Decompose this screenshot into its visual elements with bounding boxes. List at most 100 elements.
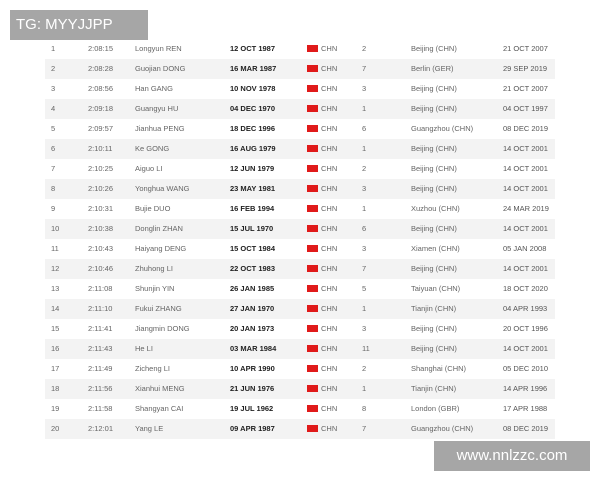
- cell-name: Jiangmin DONG: [135, 324, 190, 333]
- cell-date: 17 APR 1988: [503, 404, 548, 413]
- cell-rank: 7: [51, 164, 56, 173]
- cell-venue: Beijing (CHN): [411, 84, 457, 93]
- cell-date: 18 OCT 2020: [503, 284, 548, 293]
- watermark-bottom-right: www.nnlzzc.com: [434, 441, 590, 471]
- cell-dob: 23 MAY 1981: [230, 184, 276, 193]
- cell-nat: CHN: [321, 364, 338, 373]
- cell-rank: 6: [51, 144, 56, 153]
- cell-pos: 2: [362, 44, 367, 53]
- cell-pos: 3: [362, 184, 367, 193]
- table-row: 12 2:10:46 Zhuhong LI 22 OCT 1983 CHN 7 Beijin…: [45, 259, 555, 279]
- cell-name: Fukui ZHANG: [135, 304, 182, 313]
- cell-dob: 09 APR 1987: [230, 424, 275, 433]
- cell-rank: 20: [51, 424, 60, 433]
- cell-date: 29 SEP 2019: [503, 64, 548, 73]
- table-row: 19 2:11:58 Shangyan CAI 19 JUL 1962 CHN 8 Lond…: [45, 399, 555, 419]
- cell-rank: 16: [51, 344, 60, 353]
- cell-time: 2:11:49: [88, 364, 113, 373]
- cell-time: 2:10:38: [88, 224, 114, 233]
- table-row: 15 2:11:41 Jiangmin DONG 20 JAN 1973 CHN 3 Bei…: [45, 319, 555, 339]
- cell-pos: 6: [362, 124, 367, 133]
- cell-venue: Guangzhou (CHN): [411, 424, 474, 433]
- cell-dob: 10 NOV 1978: [230, 84, 276, 93]
- china-flag-icon: [307, 205, 318, 212]
- cell-name: Shunjin YIN: [135, 284, 175, 293]
- table-row: 11 2:10:43 Haiyang DENG 15 OCT 1984 CHN 3 Xiam…: [45, 239, 555, 259]
- cell-name: Jianhua PENG: [135, 124, 185, 133]
- china-flag-icon: [307, 405, 318, 412]
- china-flag-icon: [307, 265, 318, 272]
- cell-venue: Beijing (CHN): [411, 44, 457, 53]
- cell-nat: CHN: [321, 204, 338, 213]
- cell-time: 2:09:57: [88, 124, 114, 133]
- cell-dob: 19 JUL 1962: [230, 404, 274, 413]
- cell-venue: Beijing (CHN): [411, 324, 457, 333]
- cell-name: Longyun REN: [135, 44, 182, 53]
- cell-name: Han GANG: [135, 84, 173, 93]
- cell-pos: 3: [362, 84, 367, 93]
- cell-time: 2:11:56: [88, 384, 113, 393]
- cell-venue: Tianjin (CHN): [411, 304, 457, 313]
- cell-name: Shangyan CAI: [135, 404, 184, 413]
- cell-date: 14 OCT 2001: [503, 344, 548, 353]
- china-flag-icon: [307, 145, 318, 152]
- cell-nat: CHN: [321, 344, 338, 353]
- cell-rank: 18: [51, 384, 60, 393]
- cell-rank: 14: [51, 304, 60, 313]
- table-row: 14 2:11:10 Fukui ZHANG 27 JAN 1970 CHN 1 Tianj…: [45, 299, 555, 319]
- cell-date: 20 OCT 1996: [503, 324, 548, 333]
- cell-dob: 03 MAR 1984: [230, 344, 277, 353]
- cell-venue: Shanghai (CHN): [411, 364, 467, 373]
- cell-time: 2:11:58: [88, 404, 113, 413]
- cell-nat: CHN: [321, 124, 338, 133]
- cell-pos: 1: [362, 204, 367, 213]
- china-flag-icon: [307, 245, 318, 252]
- cell-time: 2:11:10: [88, 304, 113, 313]
- cell-dob: 16 MAR 1987: [230, 64, 277, 73]
- cell-date: 04 OCT 1997: [503, 104, 548, 113]
- watermark-top-left: TG: MYYJJPP: [10, 10, 148, 40]
- china-flag-icon: [307, 185, 318, 192]
- china-flag-icon: [307, 365, 318, 372]
- china-flag-icon: [307, 425, 318, 432]
- china-flag-icon: [307, 85, 318, 92]
- cell-pos: 7: [362, 264, 367, 273]
- cell-pos: 3: [362, 324, 367, 333]
- china-flag-icon: [307, 345, 318, 352]
- cell-name: Bujie DUO: [135, 204, 171, 213]
- cell-dob: 22 OCT 1983: [230, 264, 276, 273]
- cell-venue: Beijing (CHN): [411, 224, 457, 233]
- cell-pos: 1: [362, 144, 367, 153]
- cell-rank: 13: [51, 284, 60, 293]
- cell-date: 08 DEC 2019: [503, 424, 549, 433]
- cell-name: Yonghua WANG: [135, 184, 190, 193]
- cell-pos: 2: [362, 364, 367, 373]
- cell-rank: 4: [51, 104, 56, 113]
- cell-rank: 11: [51, 244, 59, 253]
- cell-name: He LI: [135, 344, 153, 353]
- cell-rank: 12: [51, 264, 60, 273]
- cell-dob: 18 DEC 1996: [230, 124, 276, 133]
- cell-name: Guangyu HU: [135, 104, 179, 113]
- table-row: 6 2:10:11 Ke GONG 16 AUG 1979 CHN 1 Beijing (C…: [45, 139, 555, 159]
- cell-venue: Beijing (CHN): [411, 184, 457, 193]
- cell-rank: 15: [51, 324, 60, 333]
- cell-pos: 6: [362, 224, 367, 233]
- china-flag-icon: [307, 105, 318, 112]
- cell-rank: 2: [51, 64, 56, 73]
- cell-nat: CHN: [321, 384, 338, 393]
- cell-dob: 16 FEB 1994: [230, 204, 275, 213]
- cell-nat: CHN: [321, 264, 338, 273]
- cell-nat: CHN: [321, 184, 338, 193]
- cell-venue: Xuzhou (CHN): [411, 204, 460, 213]
- cell-dob: 20 JAN 1973: [230, 324, 275, 333]
- china-flag-icon: [307, 305, 318, 312]
- cell-time: 2:10:31: [88, 204, 114, 213]
- cell-name: Yang LE: [135, 424, 164, 433]
- cell-dob: 15 OCT 1984: [230, 244, 276, 253]
- cell-pos: 1: [362, 304, 367, 313]
- cell-venue: Beijing (CHN): [411, 144, 457, 153]
- cell-venue: London (GBR): [411, 404, 460, 413]
- cell-rank: 3: [51, 84, 56, 93]
- cell-pos: 7: [362, 64, 367, 73]
